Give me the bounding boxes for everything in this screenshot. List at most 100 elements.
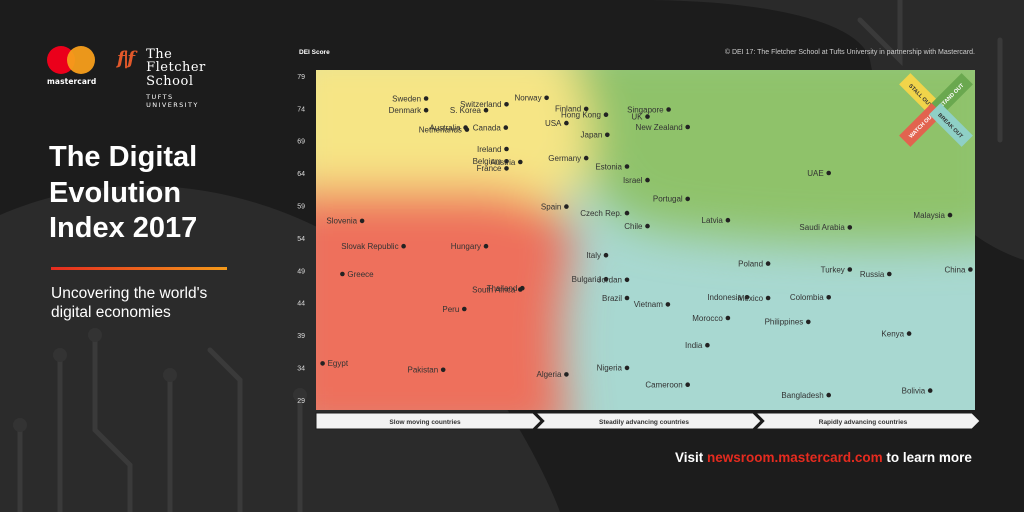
- data-point: [765, 295, 771, 301]
- y-tick-label: 54: [297, 236, 305, 243]
- data-point-label: India: [685, 341, 703, 350]
- data-point: [464, 127, 470, 132]
- data-point-label: Ireland: [477, 145, 501, 154]
- y-tick-label: 59: [297, 204, 305, 211]
- data-point: [544, 95, 549, 101]
- data-point: [320, 361, 325, 366]
- mastercard-logo: mastercard: [47, 46, 99, 86]
- data-point-label: Vietnam: [634, 300, 664, 309]
- data-point: [564, 120, 569, 126]
- y-tick-label: 79: [297, 74, 305, 81]
- data-point-label: Portugal: [653, 195, 683, 204]
- data-point-label: Spain: [541, 202, 561, 211]
- data-point-label: Saudi Arabia: [799, 223, 845, 232]
- data-point: [359, 218, 365, 224]
- data-point: [705, 342, 710, 348]
- data-point: [927, 388, 933, 393]
- fletcher-line-1: The Fletcher: [146, 47, 206, 75]
- break-out-arrow: [929, 103, 973, 147]
- data-point-label: Brazil: [602, 294, 622, 303]
- data-point-label: Mexico: [738, 294, 764, 303]
- data-point-label: USA: [545, 119, 562, 128]
- data-point-label: Russia: [860, 270, 885, 279]
- data-point: [826, 392, 831, 398]
- data-point-label: Kenya: [881, 329, 904, 338]
- x-category-arrow-3: [754, 412, 981, 430]
- data-point: [520, 285, 525, 291]
- data-point: [666, 107, 671, 112]
- title-divider: [51, 267, 227, 270]
- x-category-steady: Steadily advancing countries: [599, 419, 689, 426]
- data-point-label: Estonia: [595, 162, 622, 171]
- data-point-label: Germany: [548, 154, 581, 163]
- data-point-label: Canada: [473, 123, 502, 132]
- data-point-label: South Africa: [472, 285, 516, 294]
- data-point: [564, 204, 569, 209]
- data-point: [603, 276, 609, 282]
- data-point: [725, 315, 731, 321]
- data-point-label: Japan: [581, 131, 603, 140]
- y-tick-label: 49: [297, 268, 305, 275]
- data-point: [583, 106, 589, 112]
- data-point-label: Malaysia: [913, 211, 945, 220]
- quadrant-background: [316, 70, 975, 410]
- data-point: [847, 267, 853, 272]
- data-point-label: Latvia: [702, 216, 724, 225]
- x-category-arrow-1: [315, 412, 542, 430]
- data-point-label: New Zealand: [636, 123, 683, 132]
- data-point: [665, 302, 671, 307]
- data-point-label: Bangladesh: [781, 391, 823, 400]
- y-axis-title: DEI Score: [299, 49, 330, 56]
- data-point-label: Czech Rep.: [580, 209, 622, 218]
- page-subtitle: Uncovering the world's digital economies: [51, 285, 208, 321]
- data-point: [583, 155, 589, 161]
- data-point: [504, 146, 509, 152]
- data-point: [605, 132, 610, 138]
- data-point-label: Philippines: [765, 318, 804, 327]
- data-point-label: UAE: [807, 169, 823, 178]
- data-point: [503, 125, 509, 130]
- data-point-label: Cameroon: [645, 381, 682, 390]
- y-tick-label: 29: [297, 398, 305, 405]
- data-point: [504, 102, 509, 107]
- data-point: [765, 261, 771, 266]
- footer-prefix: Visit: [675, 450, 708, 465]
- y-tick-label: 69: [297, 139, 305, 146]
- data-point: [624, 164, 630, 169]
- data-point-label: Thailand: [487, 284, 518, 293]
- fletcher-line-3: TUFTS UNIVERSITY: [146, 93, 199, 109]
- data-point-label: Sweden: [392, 94, 421, 103]
- y-axis: 29 34 39 44 49 54 59 64 69 74 79: [297, 74, 305, 405]
- data-point-label: Turkey: [821, 265, 845, 274]
- data-point-label: Belgium: [473, 157, 502, 166]
- data-point-label: Israel: [623, 176, 643, 185]
- data-point: [401, 243, 406, 249]
- data-point-label: Hungary: [451, 242, 481, 251]
- data-point: [744, 295, 750, 300]
- data-point: [440, 367, 446, 373]
- data-point: [518, 159, 523, 165]
- data-point-label: Nigeria: [597, 364, 623, 373]
- data-point-label: Finland: [555, 105, 581, 114]
- data-point-label: Slovenia: [326, 217, 357, 226]
- data-point-label: Hong Kong: [561, 111, 601, 120]
- data-point-label: Colombia: [790, 293, 824, 302]
- data-point: [806, 319, 811, 325]
- data-point-label: Egypt: [328, 359, 349, 368]
- data-point: [624, 295, 630, 301]
- data-point: [340, 271, 345, 277]
- data-point: [645, 223, 650, 229]
- fletcher-mark-icon: f|f: [117, 48, 135, 69]
- data-point: [645, 114, 650, 119]
- data-point-label: Switzerland: [460, 100, 501, 109]
- data-point-label: Norway: [514, 94, 541, 103]
- data-point: [603, 252, 609, 258]
- data-point: [968, 267, 973, 272]
- data-point-label: France: [477, 164, 502, 173]
- mastercard-circles-icon: [47, 46, 95, 74]
- footer-url-link[interactable]: newsroom.mastercard.com: [707, 450, 883, 465]
- data-point: [423, 96, 429, 101]
- data-point: [462, 306, 467, 312]
- y-tick-label: 44: [297, 301, 305, 308]
